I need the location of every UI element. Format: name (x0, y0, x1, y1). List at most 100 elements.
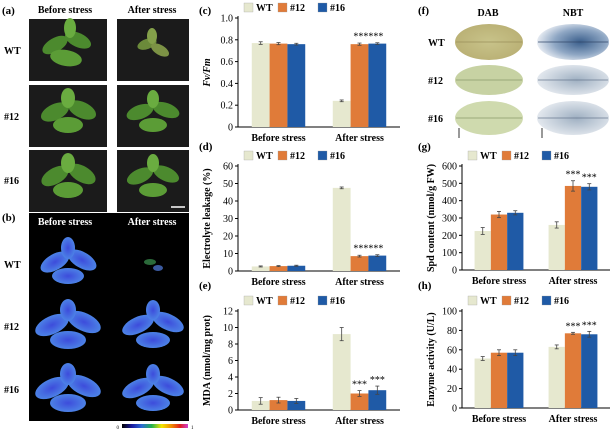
colorbar-min: 0 (117, 426, 120, 431)
chart-c-ytick-label: 0.4 (221, 79, 234, 90)
panel-b-col-before: Before stress (38, 217, 92, 228)
chart-h-legend-label: #16 (554, 296, 569, 307)
chart-d-bar (287, 265, 306, 271)
chart-h-ytick-label: 20 (447, 384, 457, 395)
chart-d-legend-swatch (317, 150, 328, 161)
chart-c-bar (269, 43, 288, 127)
chart-g-legend-swatch (467, 150, 478, 161)
chart-e-bar (332, 334, 351, 410)
chart-e-sig: *** (352, 380, 367, 391)
chart-h-ytick-label: 80 (447, 326, 457, 337)
panel-f-row-16: #16 (428, 114, 443, 125)
chart-c-ytick-label: 0.2 (221, 101, 234, 112)
chart-h-legend-swatch (541, 295, 552, 306)
chart-d-legend-swatch (277, 150, 288, 161)
chart-h-xtick-label: Before stress (472, 414, 526, 425)
colorbar (122, 424, 188, 428)
chart-g-legend-swatch (501, 150, 512, 161)
panel-a: (a) Before stress After stress WT #12 #1… (2, 5, 189, 212)
panel-a-col-after: After stress (128, 5, 177, 16)
chart-d-legend-label: WT (256, 151, 273, 162)
chart-c-ytick-label: 0.8 (221, 35, 234, 46)
chart-h-xtick-label: After stress (549, 414, 598, 425)
chart-c: (c) 0 0.2 0.4 0.6 0.8 1.0 Fv/Fm Before stress Aft… (199, 2, 400, 144)
chart-d-ylabel: Electrolyte leakage (%) (202, 168, 213, 268)
chart-g-xtick-label: After stress (549, 276, 598, 287)
panel-b-row-12: #12 (4, 322, 19, 333)
chart-c-bar (251, 43, 270, 127)
chart-d-xtick-label: Before stress (251, 277, 305, 288)
chart-d-ytick-label: 10 (223, 249, 233, 260)
chart-g: (g) 0 100 200 300 400 500 600 Spd content (nmol/… (418, 141, 610, 287)
chart-c-legend-swatch (277, 2, 288, 13)
chart-g-bar (490, 214, 508, 270)
chart-e-bar (350, 393, 369, 410)
chart-h-ylabel: Enzyme activity (U/L) (426, 312, 437, 406)
chart-g-legend-label: WT (480, 151, 497, 162)
chart-h-bar (548, 346, 565, 408)
chart-c-ylabel: Fv/Fm (202, 58, 213, 88)
chart-d-ytick-label: 0 (228, 267, 233, 278)
chart-c-panel-label: (c) (199, 5, 212, 17)
panel-b-label: (b) (2, 212, 16, 224)
chart-e-ytick-label: 12 (223, 307, 233, 318)
chart-e-xtick-label: After stress (335, 416, 384, 427)
chart-h: (h) 0 20 40 60 80 100 Enzyme activity (U/L) Befo… (418, 280, 610, 425)
chart-h-sig: *** (566, 321, 581, 332)
chart-e-ytick-label: 10 (223, 323, 233, 334)
chart-h-legend-label: WT (480, 296, 497, 307)
chart-c-bar (368, 43, 387, 127)
chart-d-ytick-label: 60 (223, 162, 233, 173)
chart-e-legend-swatch (277, 295, 288, 306)
chart-e-legend-swatch (243, 295, 254, 306)
panel-f-col-dab: DAB (477, 8, 498, 19)
chart-d-ytick-label: 50 (223, 179, 233, 190)
chart-d-xtick-label: After stress (335, 277, 384, 288)
panel-a-row-wt: WT (4, 46, 21, 57)
chart-g-ytick-label: 300 (442, 214, 457, 225)
chart-g-bar (548, 224, 565, 270)
chart-e-ytick-label: 6 (228, 356, 233, 367)
chart-d-panel-label: (d) (199, 141, 213, 153)
chart-e-bar (287, 400, 306, 410)
panel-b-row-16: #16 (4, 385, 19, 396)
chart-e: (e) 0 2 4 6 8 10 12 MDA (nmol/mg prot) Before str… (199, 280, 400, 427)
chart-h-bar (474, 358, 491, 408)
chart-e-xtick-label: Before stress (251, 416, 305, 427)
chart-c-xtick-label: Before stress (251, 133, 305, 144)
chart-g-panel-label: (g) (418, 141, 431, 153)
chart-h-ytick-label: 100 (442, 307, 457, 318)
chart-c-bar (350, 44, 369, 127)
chart-c-legend-label: #16 (330, 3, 345, 14)
chart-d: (d) 0 10 20 30 40 50 60 Electrolyte leakage (%) B… (199, 141, 400, 288)
chart-d-legend-label: #12 (290, 151, 305, 162)
panel-b-col-after: After stress (128, 217, 177, 228)
chart-e-bar (269, 400, 288, 410)
chart-g-sig: *** (566, 170, 581, 181)
chart-e-bar (368, 390, 387, 410)
chart-h-legend-swatch (501, 295, 512, 306)
chart-g-ytick-label: 200 (442, 231, 457, 242)
chart-e-bar (251, 400, 270, 410)
panel-f-row-12: #12 (428, 76, 443, 87)
chart-h-legend-swatch (467, 295, 478, 306)
panel-a-row-12: #12 (4, 112, 19, 123)
chart-h-bar (581, 334, 598, 408)
chart-d-ytick-label: 20 (223, 232, 233, 243)
chart-c-legend-label: #12 (290, 3, 305, 14)
chart-g-ylabel: Spd content (nmol/g FW) (426, 164, 437, 272)
chart-e-legend-label: #12 (290, 296, 305, 307)
chart-h-sig: *** (582, 320, 597, 331)
chart-d-bar (350, 256, 369, 271)
panel-f-col-nbt: NBT (563, 8, 584, 19)
chart-d-sig: ****** (353, 244, 383, 255)
chart-h-ytick-label: 0 (452, 404, 457, 415)
chart-e-ylabel: MDA (nmol/mg prot) (202, 315, 213, 406)
chart-e-ytick-label: 8 (228, 340, 233, 351)
chart-g-ytick-label: 400 (442, 196, 457, 207)
chart-h-ytick-label: 60 (447, 345, 457, 356)
chart-c-legend-swatch (243, 2, 254, 13)
chart-e-ytick-label: 2 (228, 389, 233, 400)
chart-g-ytick-label: 0 (452, 266, 457, 277)
